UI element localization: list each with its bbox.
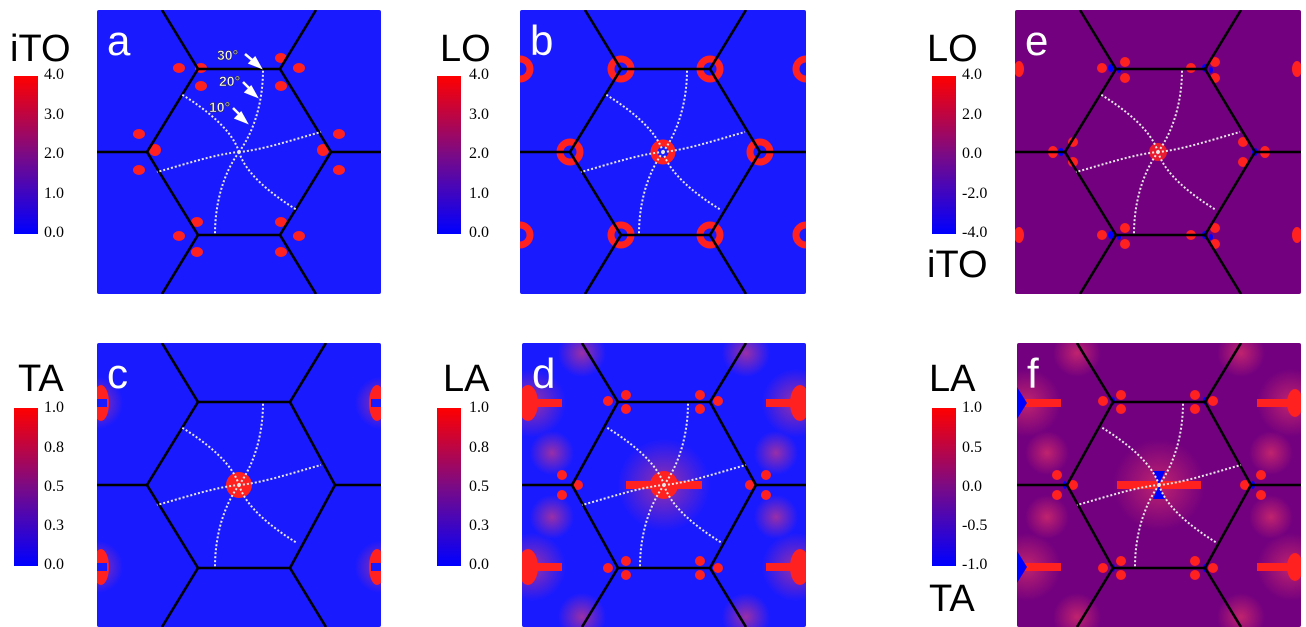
annotation-30: 30° [217,47,238,63]
colorbar-e-tick: 0.0 [962,145,982,162]
panel-d: d [522,343,806,627]
panel-e: e [1015,10,1301,294]
colorbar-e-tick: -2.0 [962,185,988,202]
lattice-b [520,10,806,294]
colorbar-d [437,408,461,566]
paths-f [1076,402,1242,568]
annotation-20: 20° [219,73,240,89]
colorbar-b-tick: 3.0 [469,106,489,123]
colorbar-f-tick: 1.0 [962,399,982,416]
paths-b [580,69,746,235]
colorbar-a-tick: 1.0 [44,185,64,202]
paths-a [156,69,322,235]
panel-letter-f: f [1027,350,1039,397]
colorbar-d-tick: 0.0 [469,556,489,573]
mode-label-e-bottom: iTO [927,244,988,286]
colorbar-c-tick: 0.3 [44,517,64,534]
colorbar-a-tick: 2.0 [44,145,64,162]
colorbar-c-tick: 0.5 [44,478,64,495]
lattice-f [1017,343,1301,627]
paths-e [1075,69,1241,235]
colorbar-f-tick: 0.5 [962,439,982,456]
colorbar-a-tick: 3.0 [44,106,64,123]
annotation-10: 10° [209,99,230,115]
colorbar-d-tick: 0.8 [469,439,489,456]
mode-label-b: LO [440,28,491,70]
panel-f-map [1017,343,1301,627]
panel-b: b [520,10,806,294]
colorbar-e [932,76,956,234]
panel-d-map [522,343,806,627]
mode-label-f-top: LA [929,358,976,400]
colorbar-a-tick: 4.0 [44,66,64,83]
colorbar-a-tick: 0.0 [44,224,64,241]
colorbar-c [14,408,38,566]
angle-annotations: 30° 20° 10° [209,47,263,125]
mode-label-e-top: LO [927,28,978,70]
hotspots-a [133,53,345,257]
colorbar-d-tick: 0.3 [469,517,489,534]
colorbar-e-tick: 4.0 [962,66,982,83]
lattice-e [1015,10,1301,294]
lattice-d [522,343,806,627]
colorbar-b-tick: 1.0 [469,185,489,202]
mode-label-d: LA [443,358,490,400]
colorbar-f-tick: -0.5 [962,517,988,534]
colorbar-a [14,76,38,234]
colorbar-e-tick: -4.0 [962,224,988,241]
colorbar-b-tick: 2.0 [469,145,489,162]
paths-c [156,402,322,568]
mode-label-f-bottom: TA [929,578,975,620]
colorbar-e-tick: 2.0 [962,106,982,123]
lattice-c [97,343,381,627]
panel-f: f [1017,343,1301,627]
colorbar-f-tick: 0.0 [962,478,982,495]
colorbar-f [932,408,956,566]
panel-a: 30° 20° 10° a [97,10,381,294]
colorbar-c-tick: 0.8 [44,439,64,456]
mode-label-c: TA [18,358,64,400]
haze-d [522,343,806,627]
panel-c-map [97,343,381,627]
panel-letter-c: c [107,350,128,397]
colorbar-b-tick: 0.0 [469,224,489,241]
colorbar-c-tick: 1.0 [44,399,64,416]
paths-d [581,402,747,568]
colorbar-f-tick: -1.0 [962,556,988,573]
colorbar-b-tick: 4.0 [469,66,489,83]
panel-a-map: 30° 20° 10° [97,10,381,294]
panel-e-map [1015,10,1301,294]
colorbar-c-tick: 0.0 [44,556,64,573]
colorbar-d-tick: 1.0 [469,399,489,416]
panel-letter-d: d [532,350,556,397]
lattice-a [97,10,381,294]
panel-letter-b: b [530,17,554,64]
mode-label-a: iTO [10,28,71,70]
panel-c: c [97,343,381,627]
colorbar-d-tick: 0.5 [469,478,489,495]
hotspot-cores-c [97,399,381,571]
panel-b-map [520,10,806,294]
panel-letter-a: a [107,17,131,64]
colorbar-b [437,76,461,234]
panel-letter-e: e [1025,17,1049,64]
